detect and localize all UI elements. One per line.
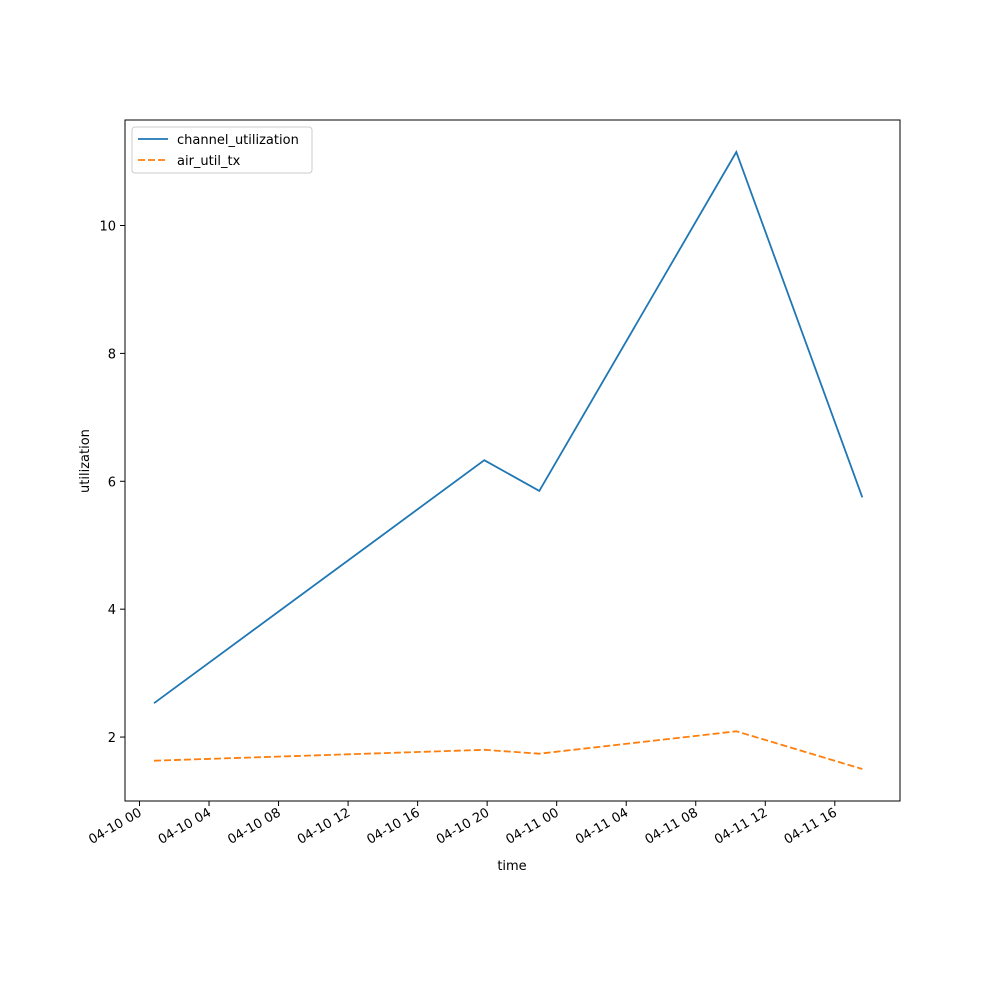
y-tick-label: 10 (99, 220, 116, 235)
plot-area (124, 119, 901, 802)
y-tick-label: 6 (108, 475, 116, 490)
x-tick-label: 04-10 16 (364, 805, 422, 847)
series-line-channel-utilization (153, 149, 864, 704)
x-tick-label: 04-10 12 (295, 805, 353, 847)
x-tick-label: 04-11 04 (573, 805, 631, 847)
data-point-air-util-tx (861, 768, 863, 770)
y-tick-label: 4 (108, 603, 116, 618)
x-tick-label: 04-11 08 (643, 805, 701, 847)
x-tick-label: 04-11 12 (712, 805, 770, 847)
data-point-channel-utilization (483, 459, 485, 461)
x-tick-label: 04-11 16 (782, 805, 840, 847)
y-axis-ticks: 2 4 6 8 10 (99, 220, 125, 746)
legend: channel_utilization air_util_tx (131, 126, 313, 174)
series-line-air-util-tx (153, 730, 863, 770)
legend-label-air-util-tx: air_util_tx (177, 154, 241, 169)
x-axis-label: time (497, 859, 526, 874)
y-tick-label: 2 (108, 731, 116, 746)
y-axis-label: utilization (78, 429, 93, 493)
data-point-air-util-tx (538, 753, 540, 755)
x-tick-label: 04-10 04 (156, 805, 214, 847)
y-tick-label: 8 (108, 347, 116, 362)
legend-box (131, 126, 313, 174)
data-point-air-util-tx (483, 749, 485, 751)
x-tick-label: 04-10 08 (225, 805, 283, 847)
data-point-channel-utilization (538, 490, 540, 492)
legend-label-channel-utilization: channel_utilization (177, 133, 299, 148)
x-tick-label: 04-11 00 (504, 805, 562, 847)
data-point-channel-utilization (735, 151, 737, 153)
x-axis-ticks: 04-10 00 04-10 04 04-10 08 04-10 12 04-10 16… (86, 801, 840, 848)
series-lines (153, 149, 864, 770)
data-point-air-util-tx (153, 760, 155, 762)
data-point-air-util-tx (735, 730, 737, 732)
data-point-channel-utilization (153, 702, 155, 704)
x-tick-label: 04-10 00 (86, 805, 144, 847)
data-point-channel-utilization (861, 496, 863, 498)
x-tick-label: 04-10 20 (434, 805, 492, 847)
